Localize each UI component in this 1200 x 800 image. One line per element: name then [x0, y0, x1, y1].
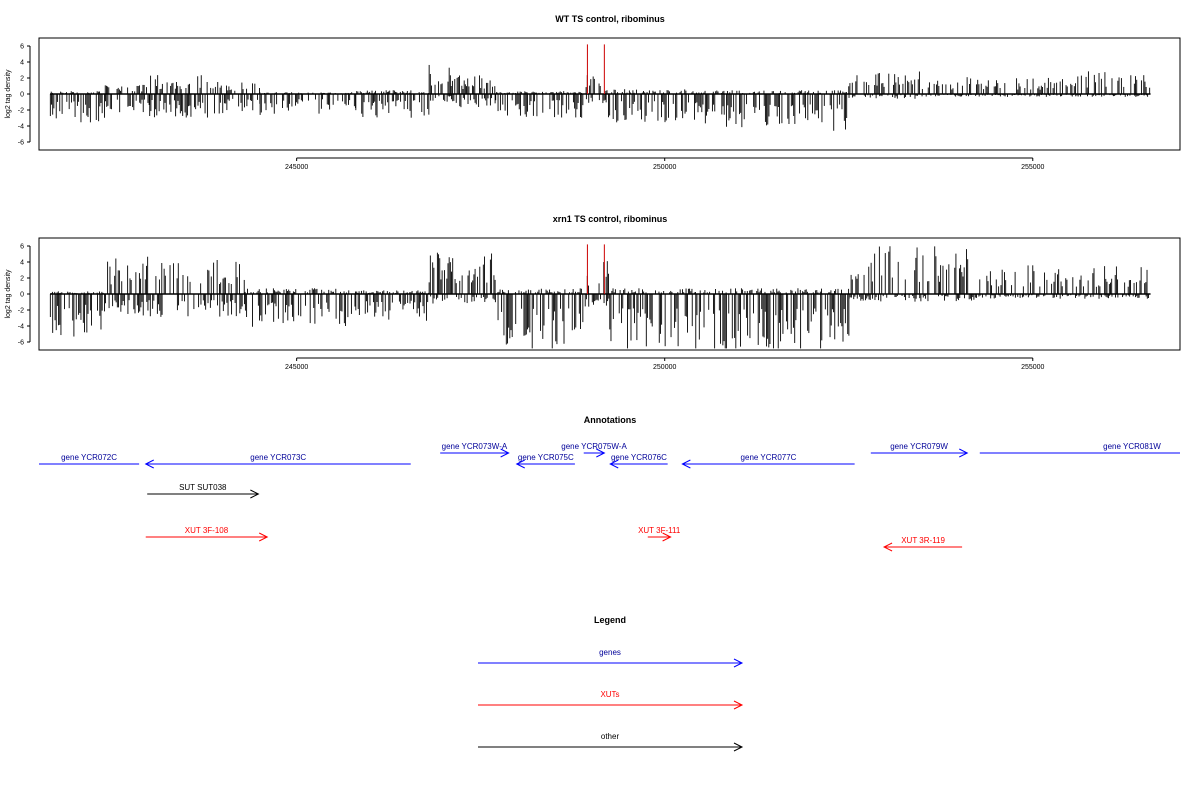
arrow-head — [733, 742, 744, 752]
legend-item: genes — [478, 648, 744, 668]
x-tick-label: 255000 — [1021, 364, 1044, 371]
y-tick-label: 0 — [20, 92, 24, 99]
y-tick-label: 0 — [20, 292, 24, 299]
feature-label: gene YCR081W — [1103, 442, 1161, 451]
arrow-head — [681, 459, 691, 469]
x-tick-label: 245000 — [285, 364, 308, 371]
feature-xut: XUT 3F-111 — [638, 526, 681, 542]
legend: Legend genes XUTs other — [478, 615, 744, 752]
legend-label: XUTs — [600, 690, 619, 699]
y-tick-label: 6 — [20, 244, 24, 251]
y-tick-label: -6 — [18, 140, 24, 147]
marker-lines — [586, 244, 605, 294]
density-bars — [49, 246, 1149, 349]
arrow-head — [609, 459, 619, 469]
x-tick-label: 255000 — [1021, 164, 1044, 171]
feature-label: SUT SUT038 — [179, 483, 227, 492]
feature-label: gene YCR079W — [890, 442, 948, 451]
feature-label: XUT 3R-119 — [901, 536, 945, 545]
feature-label: gene YCR075C — [518, 453, 574, 462]
x-axis: 245000 250000 255000 — [285, 157, 1045, 171]
legend-title: Legend — [594, 615, 626, 625]
plot-frame — [38, 37, 1181, 151]
marker-lines — [586, 44, 605, 94]
arrow-head — [662, 532, 672, 542]
arrow-head — [250, 489, 260, 499]
feature-list: gene YCR072C gene YCR073C gene YCR073W-A ge… — [39, 442, 1180, 552]
feature-label: gene YCR076C — [611, 453, 667, 462]
feature-gene: gene YCR073W-A — [440, 442, 510, 458]
feature-gene: gene YCR075C — [515, 453, 575, 469]
y-axis-label: log2 tag density — [5, 69, 12, 119]
feature-label: gene YCR075W-A — [561, 442, 627, 451]
legend-label: other — [601, 732, 620, 741]
feature-gene: gene YCR073C — [144, 453, 411, 469]
feature-gene: gene YCR081W — [979, 442, 1180, 454]
feature-gene: gene YCR075W-A — [561, 442, 627, 458]
feature-other: SUT SUT038 — [147, 483, 260, 499]
plot-frame — [38, 237, 1181, 351]
legend-item: XUTs — [478, 690, 744, 710]
x-tick-label: 250000 — [653, 164, 676, 171]
y-tick-label: 2 — [20, 76, 24, 83]
y-tick-label: 2 — [20, 276, 24, 283]
arrow-head — [515, 459, 525, 469]
feature-xut: XUT 3R-119 — [882, 536, 963, 552]
legend-item: other — [478, 732, 744, 752]
feature-label: gene YCR072C — [61, 453, 117, 462]
arrow-head — [258, 532, 269, 542]
feature-label: gene YCR073W-A — [442, 442, 508, 451]
panel-wt-ts-control: WT TS control, ribominus log2 tag densit… — [5, 14, 1181, 171]
y-tick-label: -2 — [18, 108, 24, 115]
x-tick-label: 245000 — [285, 164, 308, 171]
x-tick-label: 250000 — [653, 364, 676, 371]
y-tick-label: 4 — [20, 60, 24, 67]
arrow-head — [500, 448, 510, 458]
arrow-head — [882, 542, 893, 552]
feature-gene: gene YCR076C — [609, 453, 668, 469]
feature-label: XUT 3F-111 — [638, 526, 681, 535]
annotations-track: Annotations gene YCR072C gene YCR073Cgene… — [39, 415, 1180, 552]
arrow-head — [144, 459, 154, 469]
density-bars — [49, 64, 1151, 131]
feature-label: XUT 3F-108 — [185, 526, 229, 535]
arrow-head — [733, 658, 744, 668]
panel-title: WT TS control, ribominus — [555, 14, 665, 24]
feature-gene: gene YCR079W — [870, 442, 969, 458]
feature-gene: gene YCR077C — [681, 453, 855, 469]
panel-title: xrn1 TS control, ribominus — [553, 214, 668, 224]
feature-gene: gene YCR072C — [39, 453, 140, 465]
feature-label: gene YCR077C — [741, 453, 797, 462]
legend-label: genes — [599, 648, 621, 657]
y-tick-label: -2 — [18, 308, 24, 315]
y-tick-label: 4 — [20, 260, 24, 267]
panel-xrn1-ts-control: xrn1 TS control, ribominus log2 tag dens… — [5, 214, 1181, 371]
arrow-head — [733, 700, 744, 710]
arrow-head — [959, 448, 969, 458]
x-axis: 245000 250000 255000 — [285, 357, 1045, 371]
annotations-title: Annotations — [584, 415, 637, 425]
y-tick-label: -6 — [18, 340, 24, 347]
arrow-head — [596, 448, 606, 458]
y-tick-label: -4 — [18, 324, 24, 331]
y-tick-label: -4 — [18, 124, 24, 131]
y-tick-label: 6 — [20, 44, 24, 51]
y-axis-label: log2 tag density — [5, 269, 12, 319]
feature-xut: XUT 3F-108 — [145, 526, 269, 542]
y-axis: 6 4 2 0 -2 -4 -6 — [18, 44, 31, 147]
feature-label: gene YCR073C — [250, 453, 306, 462]
y-axis: 6 4 2 0 -2 -4 -6 — [18, 244, 31, 347]
legend-items: genes XUTs other — [478, 648, 744, 752]
